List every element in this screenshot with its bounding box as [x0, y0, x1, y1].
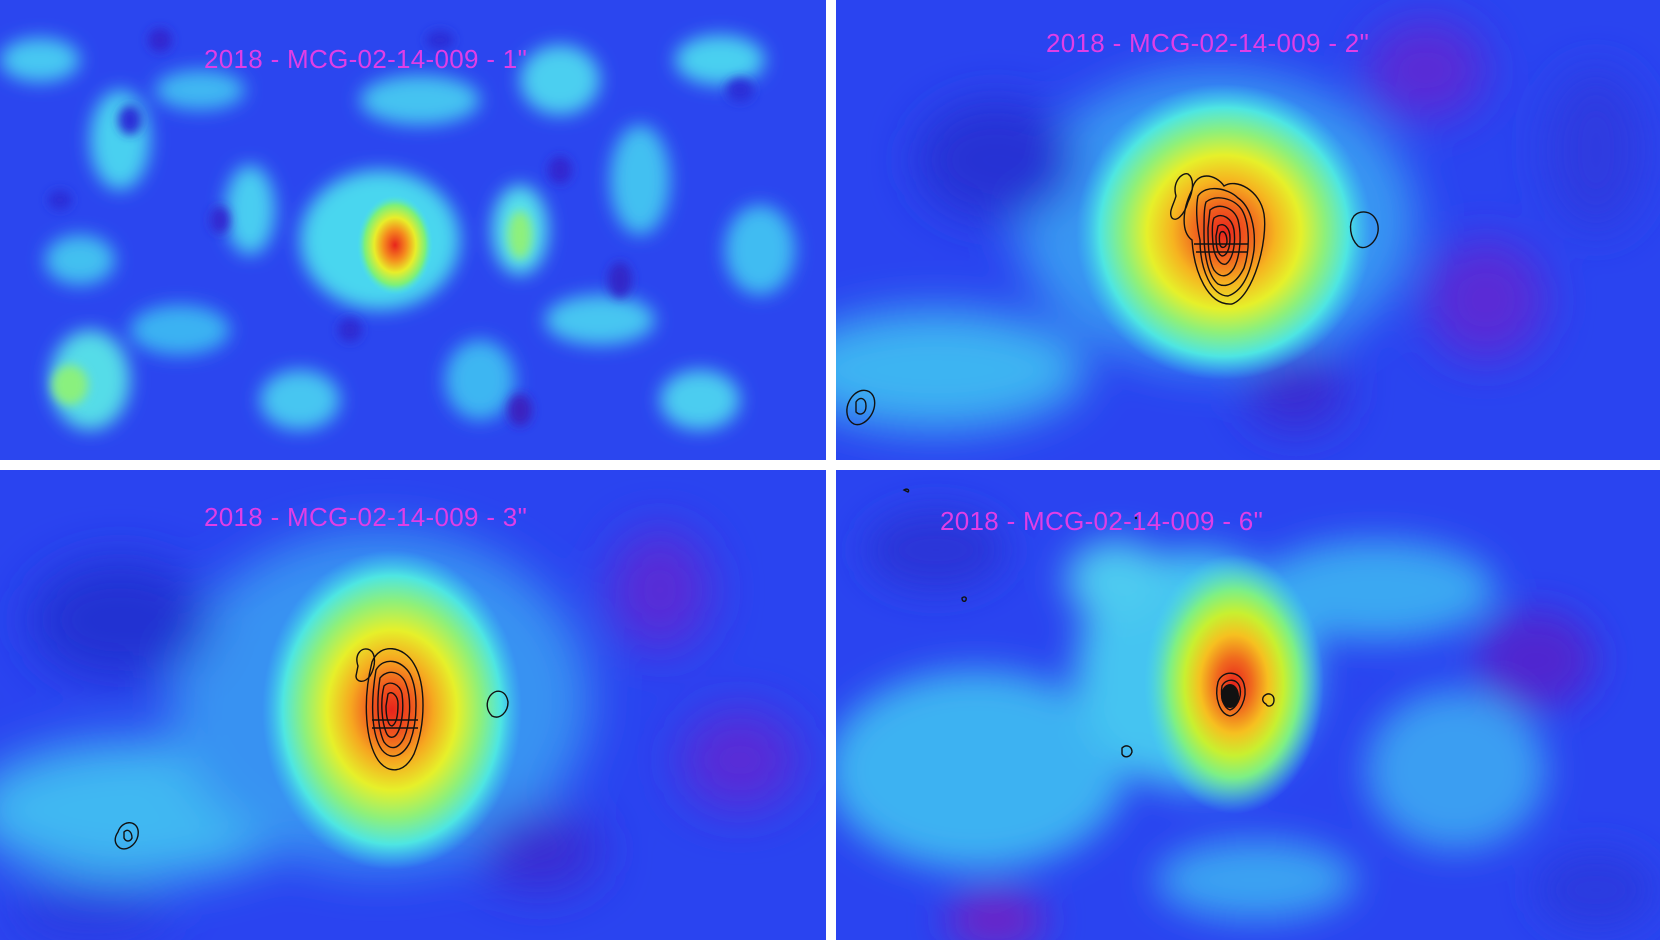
radio-map-panel-4: 2018 - MCG-02-14-009 - 6" [836, 470, 1660, 940]
radio-map-panel-2: 2018 - MCG-02-14-009 - 2" [836, 0, 1660, 460]
radio-map-panel-3: 2018 - MCG-02-14-009 - 3" [0, 470, 826, 940]
panel-title-2: 2018 - MCG-02-14-009 - 2" [1046, 28, 1370, 58]
panel-title-1: 2018 - MCG-02-14-009 - 1" [204, 44, 528, 74]
radio-map-panel-1: 2018 - MCG-02-14-009 - 1" [0, 0, 826, 460]
panel-title-4: 2018 - MCG-02-14-009 - 6" [940, 506, 1264, 536]
radio-map-3 [0, 470, 826, 940]
radio-map-1 [0, 0, 826, 460]
radio-map-4 [836, 470, 1660, 940]
radio-map-2 [836, 0, 1660, 460]
panel-title-3: 2018 - MCG-02-14-009 - 3" [204, 502, 528, 532]
